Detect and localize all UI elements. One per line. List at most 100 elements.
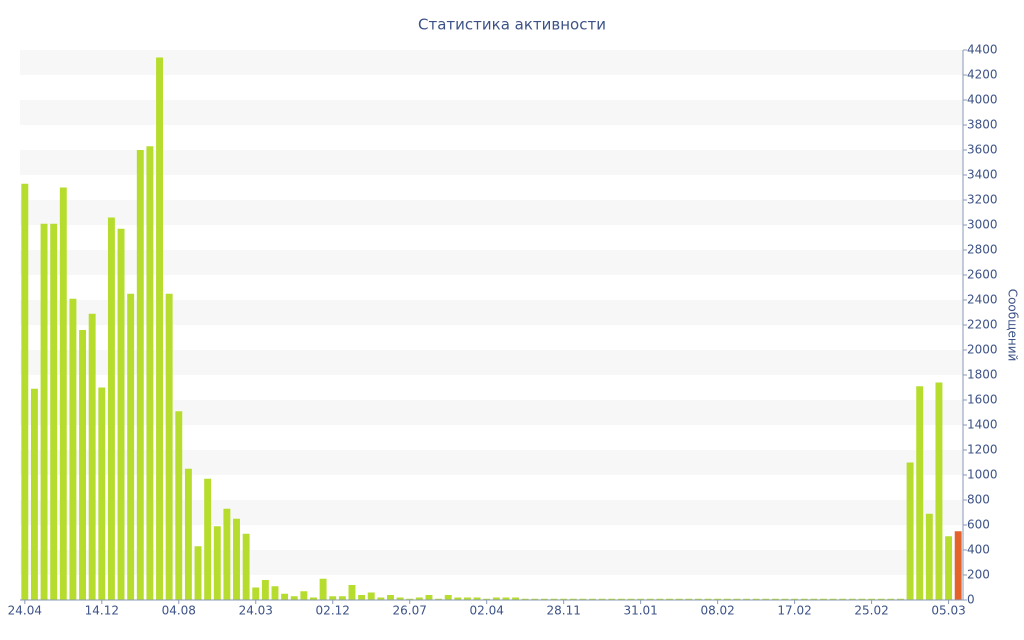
- bar: [579, 598, 587, 600]
- bar: [945, 536, 953, 600]
- bar: [252, 587, 260, 600]
- bar: [194, 546, 202, 600]
- y-tick-label: 3200: [967, 193, 998, 207]
- y-tick-label: 3000: [967, 218, 998, 232]
- bar: [348, 585, 356, 600]
- x-tick-label: 25.02: [854, 604, 888, 618]
- bar: [338, 596, 346, 600]
- x-tick-label: 26.07: [393, 604, 427, 618]
- grid-band: [20, 50, 963, 75]
- y-tick-label: 4400: [967, 43, 998, 57]
- grid-band: [20, 100, 963, 125]
- bar: [704, 598, 712, 600]
- bar: [367, 592, 375, 600]
- bar: [666, 598, 673, 600]
- bar: [69, 298, 77, 600]
- bar: [694, 598, 702, 600]
- bar: [743, 598, 750, 600]
- bar: [887, 598, 895, 600]
- bar: [935, 382, 943, 600]
- bar: [800, 598, 808, 600]
- bar: [954, 531, 962, 600]
- bar: [598, 598, 606, 600]
- y-tick-label: 1000: [967, 468, 998, 482]
- bar: [916, 386, 924, 600]
- bar: [646, 598, 654, 600]
- y-tick-label: 600: [967, 518, 990, 532]
- bar: [377, 597, 385, 600]
- bar: [127, 293, 135, 600]
- x-tick-label: 04.08: [162, 604, 196, 618]
- bar: [810, 598, 818, 600]
- bar: [483, 598, 491, 600]
- bar: [165, 293, 173, 600]
- bar: [406, 598, 414, 600]
- bar: [723, 598, 731, 600]
- bar: [656, 598, 664, 600]
- bar: [98, 387, 106, 600]
- y-tick-label: 3800: [967, 118, 998, 132]
- y-tick-label: 800: [967, 493, 990, 507]
- bar: [896, 598, 904, 600]
- bar: [204, 478, 212, 600]
- bar: [540, 598, 548, 600]
- bar: [300, 591, 308, 600]
- grid-band: [20, 300, 963, 325]
- x-tick-label: 31.01: [623, 604, 657, 618]
- bar: [608, 598, 616, 600]
- bar: [858, 598, 866, 600]
- bar: [40, 223, 48, 600]
- bar: [88, 313, 96, 600]
- x-tick-label: 08.02: [700, 604, 734, 618]
- bar: [136, 150, 144, 600]
- bar: [175, 411, 183, 600]
- bar: [925, 513, 933, 600]
- bar: [675, 598, 683, 600]
- x-tick-label: 17.02: [777, 604, 811, 618]
- bar: [589, 598, 596, 600]
- bar: [223, 508, 231, 600]
- bar: [685, 598, 693, 600]
- bar: [617, 598, 625, 600]
- bar: [550, 598, 558, 600]
- bar: [107, 217, 115, 600]
- y-tick-label: 3600: [967, 143, 998, 157]
- y-tick-label: 2800: [967, 243, 998, 257]
- bar: [771, 598, 779, 600]
- bar: [329, 596, 337, 600]
- bar: [242, 533, 250, 600]
- bar: [117, 228, 125, 600]
- y-tick-label: 4000: [967, 93, 998, 107]
- y-tick-label: 1400: [967, 418, 998, 432]
- bar: [627, 598, 635, 600]
- bar: [233, 518, 240, 600]
- y-tick-label: 2400: [967, 293, 998, 307]
- bar: [271, 586, 279, 600]
- grid-band: [20, 350, 963, 375]
- y-tick-label: 1200: [967, 443, 998, 457]
- bar: [425, 595, 433, 600]
- bar: [569, 598, 577, 600]
- y-tick-label: 200: [967, 568, 990, 582]
- bar: [877, 598, 885, 600]
- bar: [435, 598, 443, 600]
- bar: [213, 526, 221, 600]
- bar: [752, 598, 760, 600]
- x-tick-label: 02.12: [316, 604, 350, 618]
- y-tick-label: 2600: [967, 268, 998, 282]
- bar: [310, 597, 317, 600]
- bar: [521, 598, 529, 600]
- bar: [473, 597, 481, 600]
- bar: [531, 598, 539, 600]
- bar: [79, 330, 87, 600]
- y-axis-label: Сообщений: [1006, 289, 1020, 362]
- bar: [290, 596, 298, 600]
- bar: [59, 187, 67, 600]
- bar: [396, 597, 404, 600]
- bar: [492, 597, 500, 600]
- bar: [146, 146, 154, 600]
- bar: [387, 595, 394, 600]
- bar: [444, 595, 452, 600]
- grid-band: [20, 150, 963, 175]
